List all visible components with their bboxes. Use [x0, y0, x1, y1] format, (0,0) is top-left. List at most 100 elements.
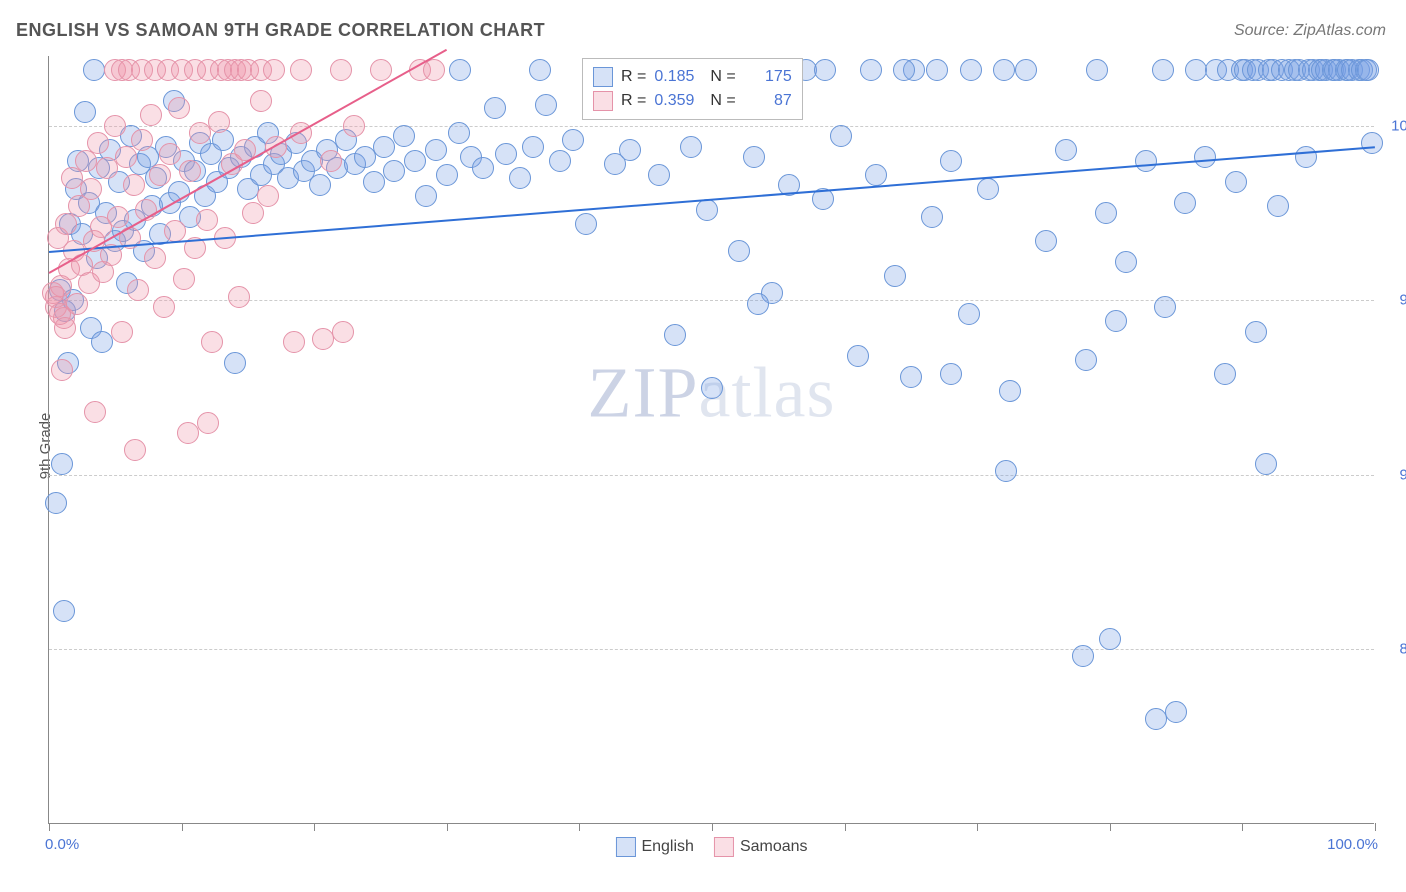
data-point [993, 59, 1015, 81]
data-point [728, 240, 750, 262]
data-point [309, 174, 331, 196]
data-point [1357, 59, 1379, 81]
stat-R-value: 0.185 [654, 65, 702, 89]
data-point [201, 331, 223, 353]
data-point [115, 146, 137, 168]
data-point [179, 160, 201, 182]
data-point [830, 125, 852, 147]
data-point [1185, 59, 1207, 81]
data-point [522, 136, 544, 158]
data-point [61, 167, 83, 189]
data-point [363, 171, 385, 193]
y-tick-label: 90.0% [1382, 466, 1406, 483]
data-point [84, 401, 106, 423]
data-point [940, 150, 962, 172]
data-point [995, 460, 1017, 482]
data-point [814, 59, 836, 81]
x-tick [314, 823, 315, 831]
data-point [144, 247, 166, 269]
data-point [562, 129, 584, 151]
x-tick [447, 823, 448, 831]
data-point [415, 185, 437, 207]
stat-N-label: N = [710, 89, 735, 113]
data-point [1165, 701, 1187, 723]
data-point [51, 359, 73, 381]
data-point [153, 296, 175, 318]
stat-R-label: R = [621, 65, 646, 89]
x-tick [579, 823, 580, 831]
legend-swatch [714, 837, 734, 857]
data-point [104, 115, 126, 137]
data-point [250, 90, 272, 112]
data-point [1105, 310, 1127, 332]
legend-item: English [615, 837, 693, 857]
data-point [173, 268, 195, 290]
stats-row: R = 0.185 N = 175 [593, 65, 792, 89]
data-point [131, 129, 153, 151]
legend-swatch [615, 837, 635, 857]
data-point [1099, 628, 1121, 650]
legend-label: Samoans [740, 838, 808, 856]
data-point [45, 492, 67, 514]
data-point [1055, 139, 1077, 161]
data-point [448, 122, 470, 144]
chart-title: ENGLISH VS SAMOAN 9TH GRADE CORRELATION … [16, 20, 545, 41]
data-point [1255, 453, 1277, 475]
legend-item: Samoans [714, 837, 808, 857]
data-point [960, 59, 982, 81]
data-point [529, 59, 551, 81]
data-point [495, 143, 517, 165]
x-tick [182, 823, 183, 831]
data-point [127, 279, 149, 301]
gridline [49, 126, 1374, 127]
data-point [393, 125, 415, 147]
data-point [921, 206, 943, 228]
data-point [509, 167, 531, 189]
data-point [484, 97, 506, 119]
y-tick-label: 85.0% [1382, 641, 1406, 658]
data-point [926, 59, 948, 81]
data-point [847, 345, 869, 367]
stat-N-value: 175 [744, 65, 792, 89]
data-point [1245, 321, 1267, 343]
data-point [1361, 132, 1383, 154]
stat-N-value: 87 [744, 89, 792, 113]
data-point [83, 59, 105, 81]
data-point [743, 146, 765, 168]
data-point [168, 97, 190, 119]
data-point [1115, 251, 1137, 273]
stats-row: R =0.359N =87 [593, 89, 792, 113]
x-tick [1110, 823, 1111, 831]
data-point [436, 164, 458, 186]
data-point [208, 111, 230, 133]
data-point [1035, 230, 1057, 252]
data-point [1194, 146, 1216, 168]
data-point [404, 150, 426, 172]
data-point [354, 146, 376, 168]
data-point [680, 136, 702, 158]
x-max-label: 100.0% [1327, 836, 1378, 853]
data-point [87, 132, 109, 154]
data-point [900, 366, 922, 388]
data-point [343, 115, 365, 137]
data-point [449, 59, 471, 81]
data-point [1075, 349, 1097, 371]
data-point [370, 59, 392, 81]
data-point [290, 59, 312, 81]
stat-N-label: N = [710, 65, 735, 89]
watermark-zip: ZIP [588, 353, 699, 433]
legend-label: English [641, 838, 693, 856]
data-point [1086, 59, 1108, 81]
data-point [383, 160, 405, 182]
data-point [893, 59, 915, 81]
data-point [123, 174, 145, 196]
data-point [865, 164, 887, 186]
x-tick [712, 823, 713, 831]
data-point [283, 331, 305, 353]
data-point [860, 59, 882, 81]
data-point [648, 164, 670, 186]
data-point [373, 136, 395, 158]
data-point [257, 185, 279, 207]
data-point [884, 265, 906, 287]
data-point [1214, 363, 1236, 385]
